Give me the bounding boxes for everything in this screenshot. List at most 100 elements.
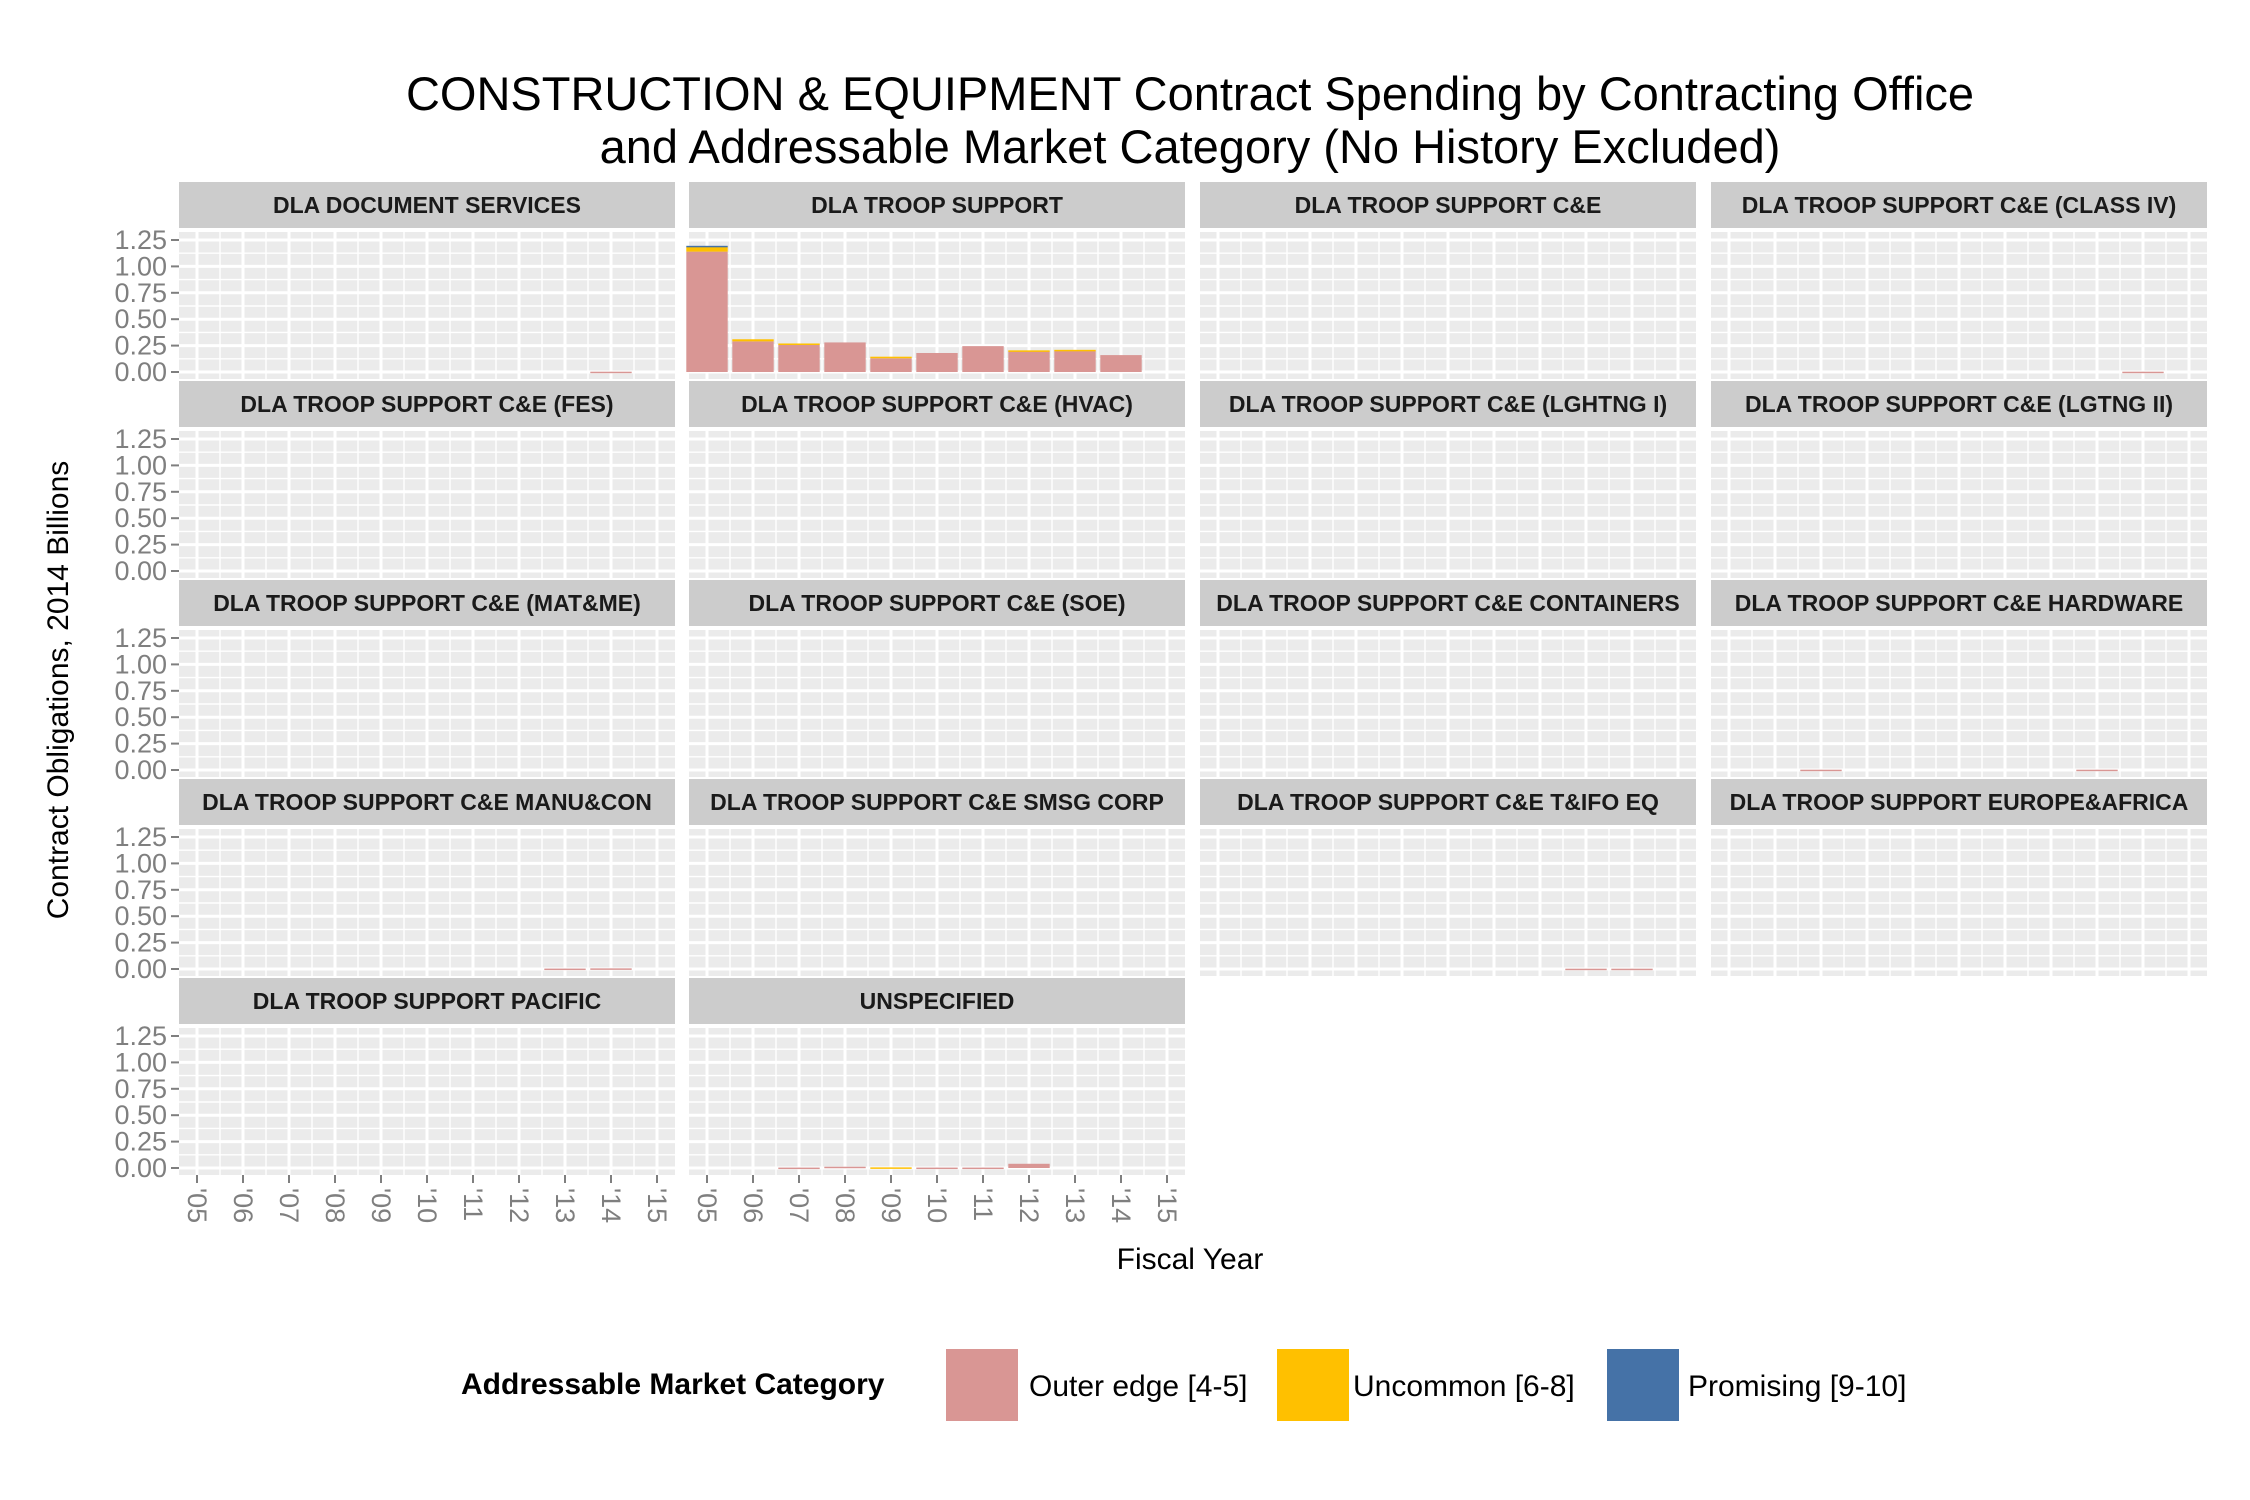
bar-segment-outer: [1008, 351, 1050, 372]
facet-strip-label: DLA TROOP SUPPORT C&E (LGHTNG I): [1229, 391, 1667, 417]
bar-segment-outer: [1611, 968, 1653, 971]
bar-segment-outer: [2076, 769, 2118, 772]
facet-panel: DLA TROOP SUPPORT C&E (HVAC): [689, 381, 1185, 578]
chart-title-line-2: and Addressable Market Category (No Hist…: [600, 120, 1781, 173]
bar-segment-outer: [1565, 968, 1607, 971]
facet-panel: DLA TROOP SUPPORT C&E (CLASS IV): [1711, 182, 2207, 379]
bar-segment-outer: [870, 358, 912, 372]
facet-strip-label: DLA TROOP SUPPORT C&E: [1295, 192, 1602, 218]
facet-panel: DLA TROOP SUPPORT C&E (FES) 0.000.250.500…: [114, 381, 675, 586]
facet-strip-label: DLA TROOP SUPPORT C&E (LGTNG II): [1745, 391, 2173, 417]
bar-segment-outer: [962, 1167, 1004, 1170]
bar-segment-outer: [544, 968, 586, 971]
legend: Addressable Market Category Outer edge […: [461, 1349, 1906, 1421]
bar-segment-uncommon: [778, 343, 820, 345]
facet-strip: [1711, 580, 2207, 626]
bar-segment-uncommon: [686, 246, 728, 252]
facet-strip: [1711, 779, 2207, 825]
y-tick-label: 1.25: [114, 1021, 167, 1051]
facet-strip-label: DLA TROOP SUPPORT C&E SMSG CORP: [710, 789, 1164, 815]
x-tick-label: '09: [366, 1188, 396, 1223]
x-tick-label: '13: [550, 1188, 580, 1223]
y-tick-label: 1.00: [114, 649, 167, 679]
facet-panel: DLA TROOP SUPPORT EUROPE&AFRICA: [1711, 779, 2207, 976]
bar-segment-outer: [732, 341, 774, 372]
facet-panel: DLA TROOP SUPPORT C&E (SOE): [689, 580, 1185, 777]
facet-panel: DLA DOCUMENT SERVICES 0.000.250.500.751.0…: [114, 182, 675, 387]
y-tick-label: 0.00: [114, 556, 167, 586]
x-tick-label: '14: [1106, 1188, 1136, 1223]
x-tick-label: '10: [922, 1188, 952, 1223]
facet-panel: DLA TROOP SUPPORT C&E (LGTNG II): [1711, 381, 2207, 578]
bar-segment-outer: [824, 1166, 866, 1169]
facet-panels: DLA DOCUMENT SERVICES0.000.250.500.751.0…: [114, 182, 2207, 1223]
facet-panel: DLA TROOP SUPPORT C&E: [1200, 182, 1696, 379]
facet-strip: [179, 381, 675, 427]
y-tick-label: 0.25: [114, 1127, 167, 1157]
facet-strip: [1200, 580, 1696, 626]
bar-segment-outer: [1054, 350, 1096, 372]
y-axis-title: Contract Obligations, 2014 Billions: [42, 461, 75, 920]
y-tick-label: 0.75: [114, 875, 167, 905]
facet-strip-label: DLA TROOP SUPPORT: [811, 192, 1063, 218]
bar-segment-outer: [916, 352, 958, 372]
bar-segment-outer: [590, 371, 632, 374]
y-tick-label: 0.25: [114, 729, 167, 759]
bar-segment-outer: [916, 1167, 958, 1170]
facet-strip: [1711, 182, 2207, 228]
legend-key: [1607, 1349, 1679, 1421]
bar-segment-uncommon: [732, 339, 774, 342]
y-tick-label: 0.25: [114, 928, 167, 958]
facet-panel: UNSPECIFIED '05 '06 '07 '08 '09 '10 '11 '12 '13 '1…: [689, 978, 1185, 1223]
y-tick-label: 1.00: [114, 848, 167, 878]
facet-strip-label: DLA TROOP SUPPORT C&E (CLASS IV): [1742, 192, 2176, 218]
y-tick-label: 0.50: [114, 1100, 167, 1130]
facet-strip: [689, 182, 1185, 228]
facet-strip-label: DLA TROOP SUPPORT C&E CONTAINERS: [1216, 590, 1679, 616]
y-tick-label: 1.25: [114, 623, 167, 653]
facet-strip-label: DLA TROOP SUPPORT C&E (FES): [240, 391, 613, 417]
facet-strip: [179, 978, 675, 1024]
facet-strip-label: DLA TROOP SUPPORT C&E (HVAC): [741, 391, 1133, 417]
facet-strip: [179, 182, 675, 228]
bar-segment-outer: [962, 346, 1004, 372]
bar-segment-uncommon: [870, 1167, 912, 1169]
facet-strip: [1200, 182, 1696, 228]
x-tick-label: '11: [458, 1188, 488, 1221]
facet-strip-label: DLA DOCUMENT SERVICES: [273, 192, 581, 218]
y-tick-label: 1.00: [114, 251, 167, 281]
x-tick-label: '12: [504, 1188, 534, 1223]
x-tick-label: '15: [1152, 1188, 1182, 1223]
facet-panel: DLA TROOP SUPPORT C&E (LGHTNG I): [1200, 381, 1696, 578]
facet-panel: DLA TROOP SUPPORT C&E (MAT&ME)0.000.250.…: [114, 580, 675, 785]
facet-panel: DLA TROOP SUPPORT C&E CONTAINERS: [1200, 580, 1696, 777]
facet-strip: [1200, 381, 1696, 427]
facet-panel: DLA TROOP SUPPORT C&E SMSG CORP: [689, 779, 1185, 976]
y-tick-label: 0.00: [114, 357, 167, 387]
x-tick-label: '14: [596, 1188, 626, 1223]
y-tick-label: 0.50: [114, 702, 167, 732]
x-tick-label: '06: [228, 1188, 258, 1223]
legend-key: [946, 1349, 1018, 1421]
bar-segment-outer: [824, 342, 866, 372]
facet-panel: DLA TROOP SUPPORT C&E T&IFO EQ: [1200, 779, 1696, 976]
y-tick-label: 0.25: [114, 530, 167, 560]
facet-panel: DLA TROOP SUPPORT PACIFIC 0.000.250.500.7…: [114, 978, 675, 1223]
facet-strip: [689, 978, 1185, 1024]
facet-strip-label: DLA TROOP SUPPORT C&E (SOE): [749, 590, 1126, 616]
x-tick-label: '11: [968, 1188, 998, 1221]
facet-strip-label: DLA TROOP SUPPORT PACIFIC: [253, 988, 601, 1014]
facet-strip: [689, 580, 1185, 626]
bar-segment-promising: [686, 245, 728, 248]
facet-strip-label: DLA TROOP SUPPORT C&E HARDWARE: [1735, 590, 2184, 616]
bar-segment-outer: [590, 968, 632, 970]
y-tick-label: 0.25: [114, 331, 167, 361]
facet-panel: DLA TROOP SUPPORT: [686, 182, 1185, 379]
y-tick-label: 0.50: [114, 304, 167, 334]
facet-strip: [689, 779, 1185, 825]
bar-segment-uncommon: [1054, 349, 1096, 352]
y-tick-label: 0.00: [114, 755, 167, 785]
legend-key: [1277, 1349, 1349, 1421]
y-tick-label: 0.50: [114, 503, 167, 533]
